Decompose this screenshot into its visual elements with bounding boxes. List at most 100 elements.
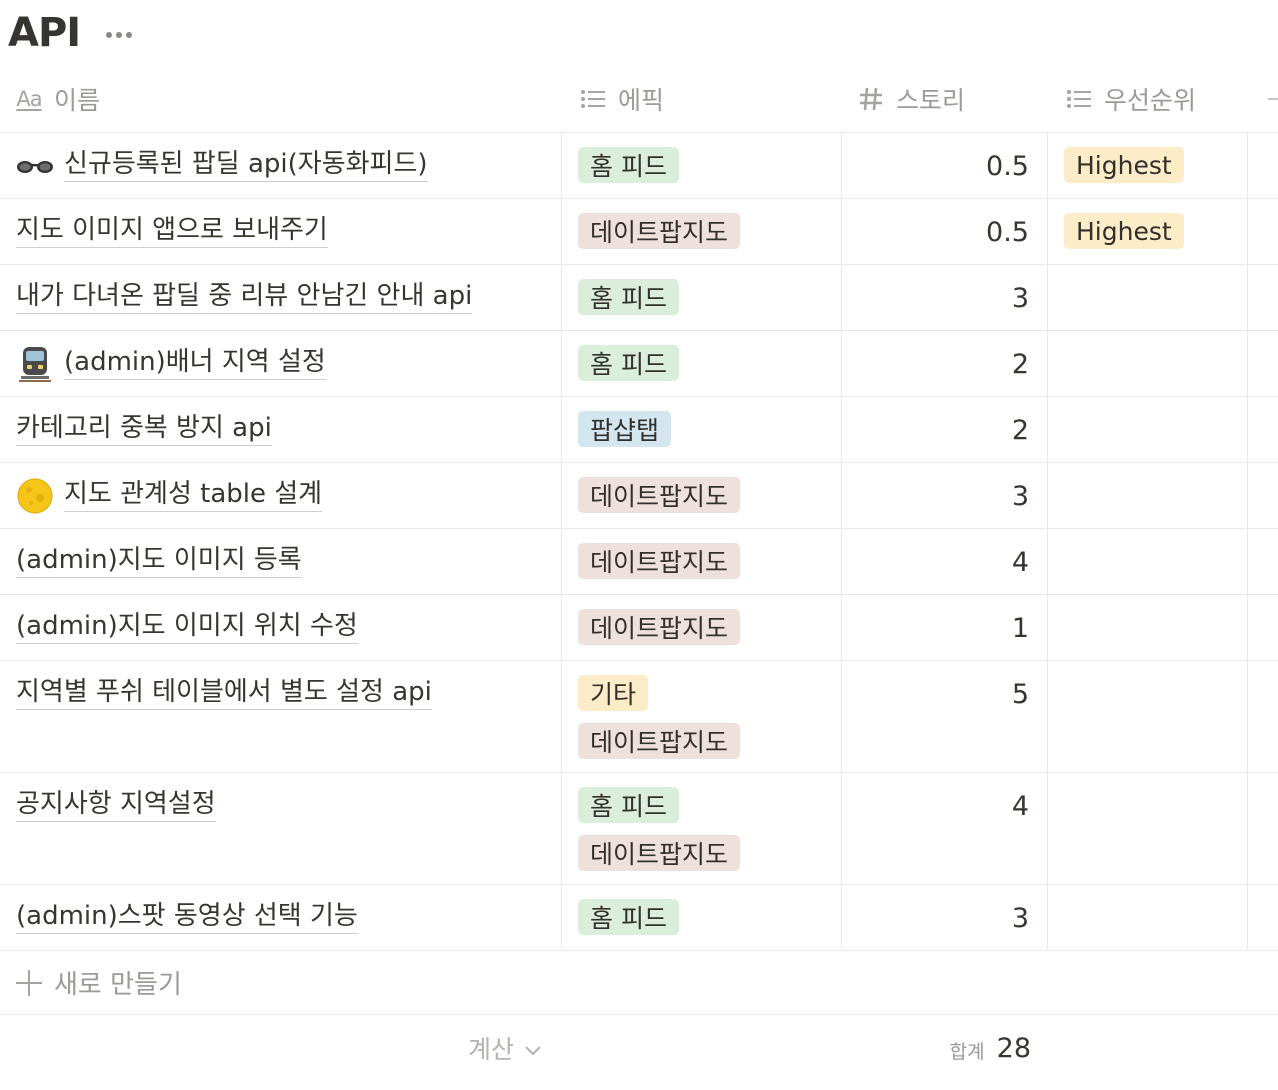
row-name-cell[interactable]: (admin)배너 지역 설정 — [16, 331, 326, 397]
table-footer: 계산 합계 28 — [0, 1015, 1278, 1081]
table-row[interactable]: (admin)지도 이미지 위치 수정 데이트팝지도 1 — [0, 595, 1278, 661]
column-divider — [1247, 885, 1248, 950]
row-title[interactable]: 지역별 푸쉬 테이블에서 별도 설정 api — [16, 677, 432, 710]
column-divider — [841, 133, 842, 198]
row-name-cell[interactable]: 공지사항 지역설정 — [16, 773, 216, 839]
story-sum[interactable]: 합계 28 — [841, 1015, 1031, 1081]
sum-value: 28 — [996, 1032, 1031, 1064]
column-divider — [841, 265, 842, 330]
row-epic-cell[interactable]: 홈 피드 — [578, 899, 679, 935]
row-story-cell[interactable]: 0.5 — [986, 150, 1029, 182]
new-row-label: 새로 만들기 — [54, 970, 182, 1000]
dot — [116, 32, 123, 38]
table-body: 신규등록된 팝딜 api(자동화피드) 홈 피드 0.5 Highest 지도 이미지 … — [0, 133, 1278, 951]
column-divider — [1247, 529, 1248, 594]
page-header: API — [8, 8, 133, 58]
column-divider — [561, 463, 562, 528]
column-header-story[interactable]: 스토리 — [858, 66, 965, 132]
row-story-cell[interactable]: 1 — [1011, 612, 1029, 644]
row-epic-cell[interactable]: 홈 피드 데이트팝지도 — [578, 787, 741, 871]
row-name-cell[interactable]: 지역별 푸쉬 테이블에서 별도 설정 api — [16, 661, 432, 727]
column-divider — [1047, 885, 1048, 950]
row-title[interactable]: (admin)지도 이미지 등록 — [16, 545, 302, 578]
column-header-priority[interactable]: 우선순위 — [1066, 66, 1196, 132]
row-title[interactable]: 카테고리 중복 방지 api — [16, 413, 272, 446]
row-name-cell[interactable]: 카테고리 중복 방지 api — [16, 397, 272, 463]
row-name-cell[interactable]: 신규등록된 팝딜 api(자동화피드) — [16, 133, 428, 199]
row-name-cell[interactable]: (admin)지도 이미지 위치 수정 — [16, 595, 358, 661]
table-row[interactable]: 지역별 푸쉬 테이블에서 별도 설정 api 기타 데이트팝지도 5 — [0, 661, 1278, 773]
row-title[interactable]: (admin)배너 지역 설정 — [64, 347, 326, 380]
table-row[interactable]: (admin)지도 이미지 등록 데이트팝지도 4 — [0, 529, 1278, 595]
row-name-cell[interactable]: (admin)지도 이미지 등록 — [16, 529, 302, 595]
row-story-cell[interactable]: 3 — [1011, 902, 1029, 934]
column-divider — [1047, 595, 1048, 660]
row-story-cell[interactable]: 5 — [1011, 678, 1029, 710]
epic-tag: 데이트팝지도 — [578, 723, 741, 759]
row-priority-cell[interactable]: Highest — [1064, 147, 1184, 183]
row-epic-cell[interactable]: 홈 피드 — [578, 279, 679, 315]
column-divider — [1047, 265, 1048, 330]
row-epic-cell[interactable]: 기타 데이트팝지도 — [578, 675, 741, 759]
epic-tag: 홈 피드 — [578, 147, 679, 183]
row-priority-cell[interactable]: Highest — [1064, 213, 1184, 249]
epic-tag: 데이트팝지도 — [578, 609, 741, 645]
row-title[interactable]: (admin)지도 이미지 위치 수정 — [16, 611, 358, 644]
table-row[interactable]: (admin)스팟 동영상 선택 기능 홈 피드 3 — [0, 885, 1278, 951]
row-title[interactable]: 내가 다녀온 팝딜 중 리뷰 안남긴 안내 api — [16, 281, 473, 314]
row-epic-cell[interactable]: 데이트팝지도 — [578, 213, 741, 249]
table-row[interactable]: 지도 관계성 table 설계 데이트팝지도 3 — [0, 463, 1278, 529]
table-row[interactable]: 지도 이미지 앱으로 보내주기 데이트팝지도 0.5 Highest — [0, 199, 1278, 265]
column-divider — [561, 595, 562, 660]
plus-icon — [16, 969, 42, 996]
table-row[interactable]: 내가 다녀온 팝딜 중 리뷰 안남긴 안내 api 홈 피드 3 — [0, 265, 1278, 331]
row-epic-cell[interactable]: 홈 피드 — [578, 345, 679, 381]
row-title[interactable]: 신규등록된 팝딜 api(자동화피드) — [64, 149, 428, 182]
column-divider — [1047, 133, 1048, 198]
table-row[interactable]: 신규등록된 팝딜 api(자동화피드) 홈 피드 0.5 Highest — [0, 133, 1278, 199]
row-epic-cell[interactable]: 데이트팝지도 — [578, 477, 741, 513]
epic-tag: 홈 피드 — [578, 787, 679, 823]
column-divider — [1247, 773, 1248, 884]
row-name-cell[interactable]: 내가 다녀온 팝딜 중 리뷰 안남긴 안내 api — [16, 265, 473, 331]
row-name-cell[interactable]: (admin)스팟 동영상 선택 기능 — [16, 885, 358, 951]
row-story-cell[interactable]: 3 — [1011, 282, 1029, 314]
row-story-cell[interactable]: 2 — [1011, 348, 1029, 380]
row-story-cell[interactable]: 3 — [1011, 480, 1029, 512]
row-title[interactable]: 지도 관계성 table 설계 — [64, 479, 323, 512]
priority-tag: Highest — [1064, 147, 1184, 183]
row-epic-cell[interactable]: 팝샵탭 — [578, 411, 672, 447]
row-name-cell[interactable]: 지도 이미지 앱으로 보내주기 — [16, 199, 328, 265]
table-row[interactable]: (admin)배너 지역 설정 홈 피드 2 — [0, 331, 1278, 397]
row-epic-cell[interactable]: 데이트팝지도 — [578, 609, 741, 645]
table-row[interactable]: 카테고리 중복 방지 api 팝샵탭 2 — [0, 397, 1278, 463]
row-story-cell[interactable]: 0.5 — [986, 216, 1029, 248]
column-header-label: 에픽 — [618, 86, 665, 115]
row-story-cell[interactable]: 4 — [1011, 790, 1029, 822]
column-divider — [561, 265, 562, 330]
column-header-epic[interactable]: 에픽 — [580, 66, 664, 132]
row-name-cell[interactable]: 지도 관계성 table 설계 — [16, 463, 323, 529]
row-title[interactable]: 공지사항 지역설정 — [16, 789, 216, 822]
column-divider — [1047, 331, 1048, 396]
column-divider — [1247, 199, 1248, 264]
calculate-dropdown[interactable]: 계산 — [468, 1015, 542, 1081]
column-header-name[interactable]: Aa 이름 — [16, 66, 100, 132]
row-story-cell[interactable]: 4 — [1011, 546, 1029, 578]
column-divider — [1247, 661, 1248, 772]
add-column-button[interactable] — [1268, 66, 1278, 132]
row-epic-cell[interactable]: 홈 피드 — [578, 147, 679, 183]
epic-tag: 홈 피드 — [578, 899, 679, 935]
dot — [106, 32, 113, 38]
calc-label: 계산 — [468, 1035, 515, 1064]
column-divider — [841, 773, 842, 884]
column-divider — [561, 885, 562, 950]
more-options-button[interactable] — [106, 28, 133, 38]
row-story-cell[interactable]: 2 — [1011, 414, 1029, 446]
row-title[interactable]: 지도 이미지 앱으로 보내주기 — [16, 215, 328, 248]
new-row-button[interactable]: 새로 만들기 — [0, 951, 1278, 1015]
row-title[interactable]: (admin)스팟 동영상 선택 기능 — [16, 901, 358, 934]
row-epic-cell[interactable]: 데이트팝지도 — [578, 543, 741, 579]
epic-tag: 데이트팝지도 — [578, 477, 741, 513]
table-row[interactable]: 공지사항 지역설정 홈 피드 데이트팝지도 4 — [0, 773, 1278, 885]
